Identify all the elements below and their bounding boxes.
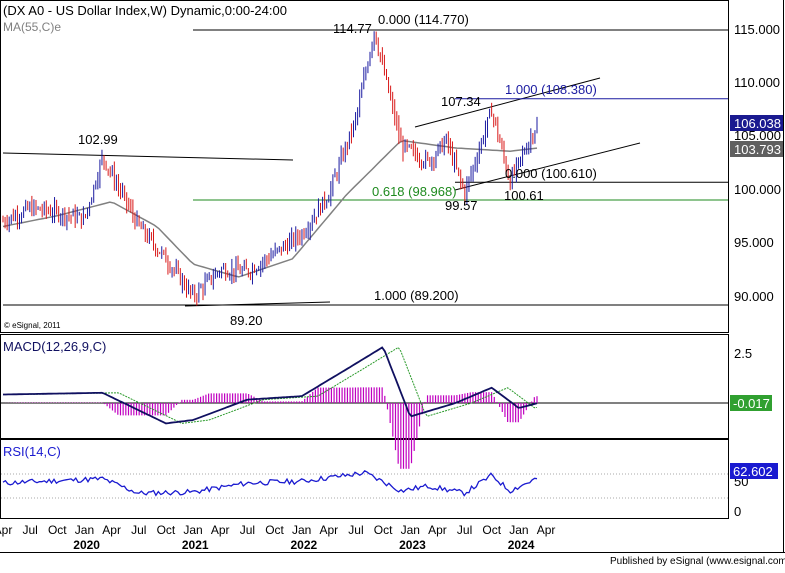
month-tick: Apr: [319, 523, 338, 537]
annotation-89-20: 89.20: [230, 313, 263, 328]
month-tick: Oct: [48, 523, 67, 537]
month-tick: Jan: [183, 523, 202, 537]
level-label-100-610: 0.000 (100.610): [505, 166, 597, 181]
price-tick-90: 90.000: [734, 289, 774, 304]
price-axis: 90.000 95.000 100.000 105.000 110.000 11…: [734, 22, 781, 304]
annotation-99-57: 99.57: [445, 198, 478, 213]
publisher-credit: Published by eSignal (www.esignal.com): [610, 556, 785, 567]
month-tick: Oct: [482, 523, 501, 537]
annotation-102-99: 102.99: [78, 132, 118, 147]
month-tick: Apr: [211, 523, 230, 537]
rsi-panel-frame: [0, 439, 729, 519]
last-price-badge: [730, 115, 783, 131]
price-tick-110: 110.000: [734, 75, 780, 90]
month-tick: Apr: [102, 523, 121, 537]
level-label-89-200: 1.000 (89.200): [374, 288, 459, 303]
rsi-tick-0: 0: [734, 504, 741, 519]
year-tick: 2020: [73, 538, 100, 552]
rsi-last-value: 62.602: [733, 464, 773, 479]
macd-signal-line: [3, 346, 538, 424]
level-label-98-968: 0.618 (98.968): [372, 184, 457, 199]
macd-tick-2-5: 2.5: [734, 346, 752, 361]
trendline-upper-2020: [2, 152, 294, 161]
month-tick: Oct: [265, 523, 284, 537]
month-tick: Jul: [131, 523, 146, 537]
month-tick: Jul: [240, 523, 255, 537]
trendline-channel-top: [414, 77, 601, 128]
macd-value-badge: [730, 395, 772, 411]
month-tick: Jul: [457, 523, 472, 537]
level-label-114-770: 0.000 (114.770): [378, 12, 469, 27]
month-tick: Jul: [22, 523, 37, 537]
month-tick: Apr: [428, 523, 447, 537]
last-ma-value: 103.793: [734, 142, 781, 157]
price-panel-frame: [0, 0, 729, 333]
annotation-107-34: 107.34: [441, 94, 481, 109]
rsi-line: [2, 469, 538, 497]
year-tick: 2023: [399, 538, 426, 552]
time-axis: Apr Jul Oct Jan Apr Jul Oct Jan Apr Jul Oct Jan Apr J…: [0, 523, 555, 552]
year-tick: 2024: [508, 538, 535, 552]
month-tick: Jan: [292, 523, 311, 537]
ma-legend: MA(55,C)e: [3, 20, 61, 34]
rsi-value-badge: [730, 463, 778, 479]
month-tick: Apr: [0, 523, 12, 537]
year-tick: 2021: [182, 538, 209, 552]
last-ma-badge: [730, 141, 783, 157]
price-tick-115: 115.000: [734, 22, 780, 37]
month-tick: Apr: [537, 523, 556, 537]
chart-title: (DX A0 - US Dollar Index,W) Dynamic,0:00…: [3, 3, 287, 18]
price-tick-105: 105.000: [734, 128, 781, 143]
year-tick: 2022: [290, 538, 317, 552]
macd-line: [3, 346, 538, 425]
level-label-108-380: 1.000 (108.380): [505, 82, 597, 97]
macd-title: MACD(12,26,9,C): [3, 339, 106, 354]
month-tick: Jan: [75, 523, 94, 537]
month-tick: Oct: [374, 523, 393, 537]
price-tick-100: 100.000: [734, 182, 781, 197]
month-tick: Oct: [157, 523, 176, 537]
annotation-114-77: 114.77: [333, 21, 372, 36]
rsi-title: RSI(14,C): [3, 444, 61, 459]
macd-last-value: -0.017: [733, 396, 770, 411]
month-tick: Jan: [509, 523, 528, 537]
month-tick: Jan: [401, 523, 420, 537]
price-tick-95: 95.000: [734, 235, 774, 250]
copyright-text: © eSignal, 2011: [4, 321, 61, 330]
last-price-value: 106.038: [734, 116, 781, 131]
annotation-100-61: 100.61: [504, 188, 544, 203]
macd-panel-frame: [0, 334, 729, 439]
month-tick: Jul: [348, 523, 363, 537]
